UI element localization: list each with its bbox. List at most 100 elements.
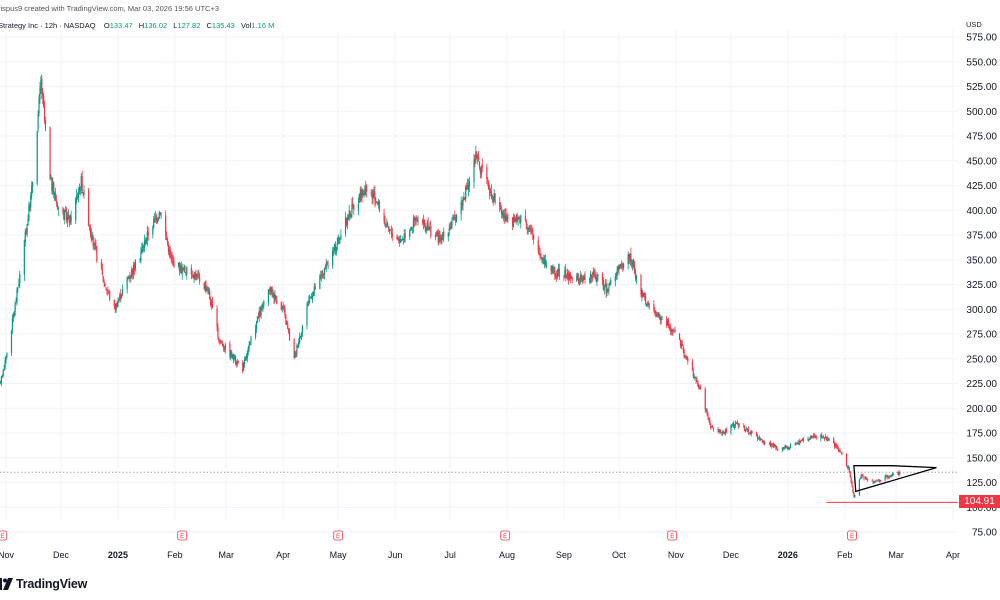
candle[interactable] bbox=[256, 316, 259, 324]
candle[interactable] bbox=[555, 270, 558, 283]
candle[interactable] bbox=[592, 267, 594, 279]
candle[interactable] bbox=[373, 186, 375, 199]
candle[interactable] bbox=[321, 270, 323, 282]
candle[interactable] bbox=[92, 234, 94, 250]
candle[interactable] bbox=[375, 197, 377, 206]
candle[interactable] bbox=[93, 242, 95, 251]
candle[interactable] bbox=[807, 436, 809, 442]
candle[interactable] bbox=[557, 263, 560, 277]
candle[interactable] bbox=[185, 271, 187, 276]
candle[interactable] bbox=[800, 439, 803, 442]
candle[interactable] bbox=[615, 272, 617, 281]
candle[interactable] bbox=[798, 440, 800, 446]
candle[interactable] bbox=[455, 213, 458, 223]
candle[interactable] bbox=[222, 344, 225, 352]
candle[interactable] bbox=[193, 271, 195, 284]
candle[interactable] bbox=[877, 479, 879, 481]
candle[interactable] bbox=[326, 261, 328, 266]
candle[interactable] bbox=[194, 271, 196, 281]
candle[interactable] bbox=[400, 238, 403, 242]
candle[interactable] bbox=[594, 269, 596, 280]
candle[interactable] bbox=[622, 262, 624, 272]
candle[interactable] bbox=[797, 440, 799, 445]
candle[interactable] bbox=[423, 219, 426, 228]
candle[interactable] bbox=[378, 199, 381, 213]
candle[interactable] bbox=[608, 282, 610, 296]
candle[interactable] bbox=[397, 234, 399, 241]
candle[interactable] bbox=[216, 305, 218, 332]
candle[interactable] bbox=[735, 422, 738, 424]
candle[interactable] bbox=[282, 301, 284, 310]
candle[interactable] bbox=[169, 246, 171, 259]
candle[interactable] bbox=[567, 270, 570, 285]
candle[interactable] bbox=[283, 304, 285, 313]
candle[interactable] bbox=[520, 214, 522, 229]
candle[interactable] bbox=[479, 167, 482, 179]
candle[interactable] bbox=[655, 310, 657, 318]
candle[interactable] bbox=[263, 300, 265, 309]
candle[interactable] bbox=[192, 274, 194, 279]
candle[interactable] bbox=[540, 253, 542, 259]
candle[interactable] bbox=[630, 247, 632, 267]
candle[interactable] bbox=[628, 253, 630, 264]
candle[interactable] bbox=[404, 229, 406, 243]
candle[interactable] bbox=[166, 237, 169, 247]
candle[interactable] bbox=[533, 233, 535, 245]
candle[interactable] bbox=[410, 226, 413, 231]
candle[interactable] bbox=[833, 436, 835, 444]
candle[interactable] bbox=[771, 443, 773, 447]
candle[interactable] bbox=[707, 411, 709, 420]
candle[interactable] bbox=[808, 438, 810, 442]
candle[interactable] bbox=[247, 345, 249, 356]
candle[interactable] bbox=[209, 287, 211, 300]
candle[interactable] bbox=[332, 247, 334, 269]
candle[interactable] bbox=[322, 272, 325, 280]
candle[interactable] bbox=[2, 369, 4, 377]
candle[interactable] bbox=[131, 266, 133, 279]
candle[interactable] bbox=[733, 420, 735, 428]
candle[interactable] bbox=[769, 440, 771, 448]
candle[interactable] bbox=[268, 287, 270, 295]
candle[interactable] bbox=[442, 231, 444, 241]
candle[interactable] bbox=[604, 279, 606, 288]
candle[interactable] bbox=[365, 180, 367, 196]
candle[interactable] bbox=[147, 226, 149, 241]
candle[interactable] bbox=[666, 315, 668, 329]
candle[interactable] bbox=[605, 279, 607, 298]
candle[interactable] bbox=[789, 446, 791, 451]
candle[interactable] bbox=[101, 263, 103, 276]
candle[interactable] bbox=[362, 188, 364, 198]
candle[interactable] bbox=[168, 245, 170, 258]
candle[interactable] bbox=[571, 276, 573, 284]
candle[interactable] bbox=[260, 305, 262, 320]
candle[interactable] bbox=[12, 312, 14, 323]
candle[interactable] bbox=[476, 151, 478, 160]
candle[interactable] bbox=[364, 185, 366, 198]
candle[interactable] bbox=[632, 259, 634, 271]
candle[interactable] bbox=[286, 320, 288, 326]
candle[interactable] bbox=[53, 181, 55, 199]
candle[interactable] bbox=[165, 210, 167, 241]
earnings-marker[interactable]: E bbox=[500, 530, 511, 541]
candle[interactable] bbox=[237, 360, 239, 364]
candle[interactable] bbox=[852, 486, 854, 494]
candle[interactable] bbox=[244, 356, 247, 362]
candle[interactable] bbox=[371, 189, 373, 205]
candle[interactable] bbox=[155, 213, 158, 225]
candle[interactable] bbox=[564, 266, 566, 279]
candle[interactable] bbox=[288, 328, 290, 334]
candle[interactable] bbox=[635, 274, 638, 285]
candle[interactable] bbox=[313, 282, 315, 296]
candle[interactable] bbox=[537, 236, 539, 255]
candle[interactable] bbox=[358, 193, 360, 204]
candle[interactable] bbox=[475, 145, 477, 164]
candle[interactable] bbox=[272, 289, 274, 298]
candle[interactable] bbox=[646, 301, 649, 307]
candle[interactable] bbox=[796, 442, 798, 445]
candle[interactable] bbox=[391, 227, 393, 241]
candle[interactable] bbox=[275, 294, 277, 302]
candle[interactable] bbox=[76, 192, 79, 200]
candle[interactable] bbox=[306, 301, 308, 330]
candle[interactable] bbox=[591, 272, 593, 282]
candle[interactable] bbox=[474, 155, 476, 168]
